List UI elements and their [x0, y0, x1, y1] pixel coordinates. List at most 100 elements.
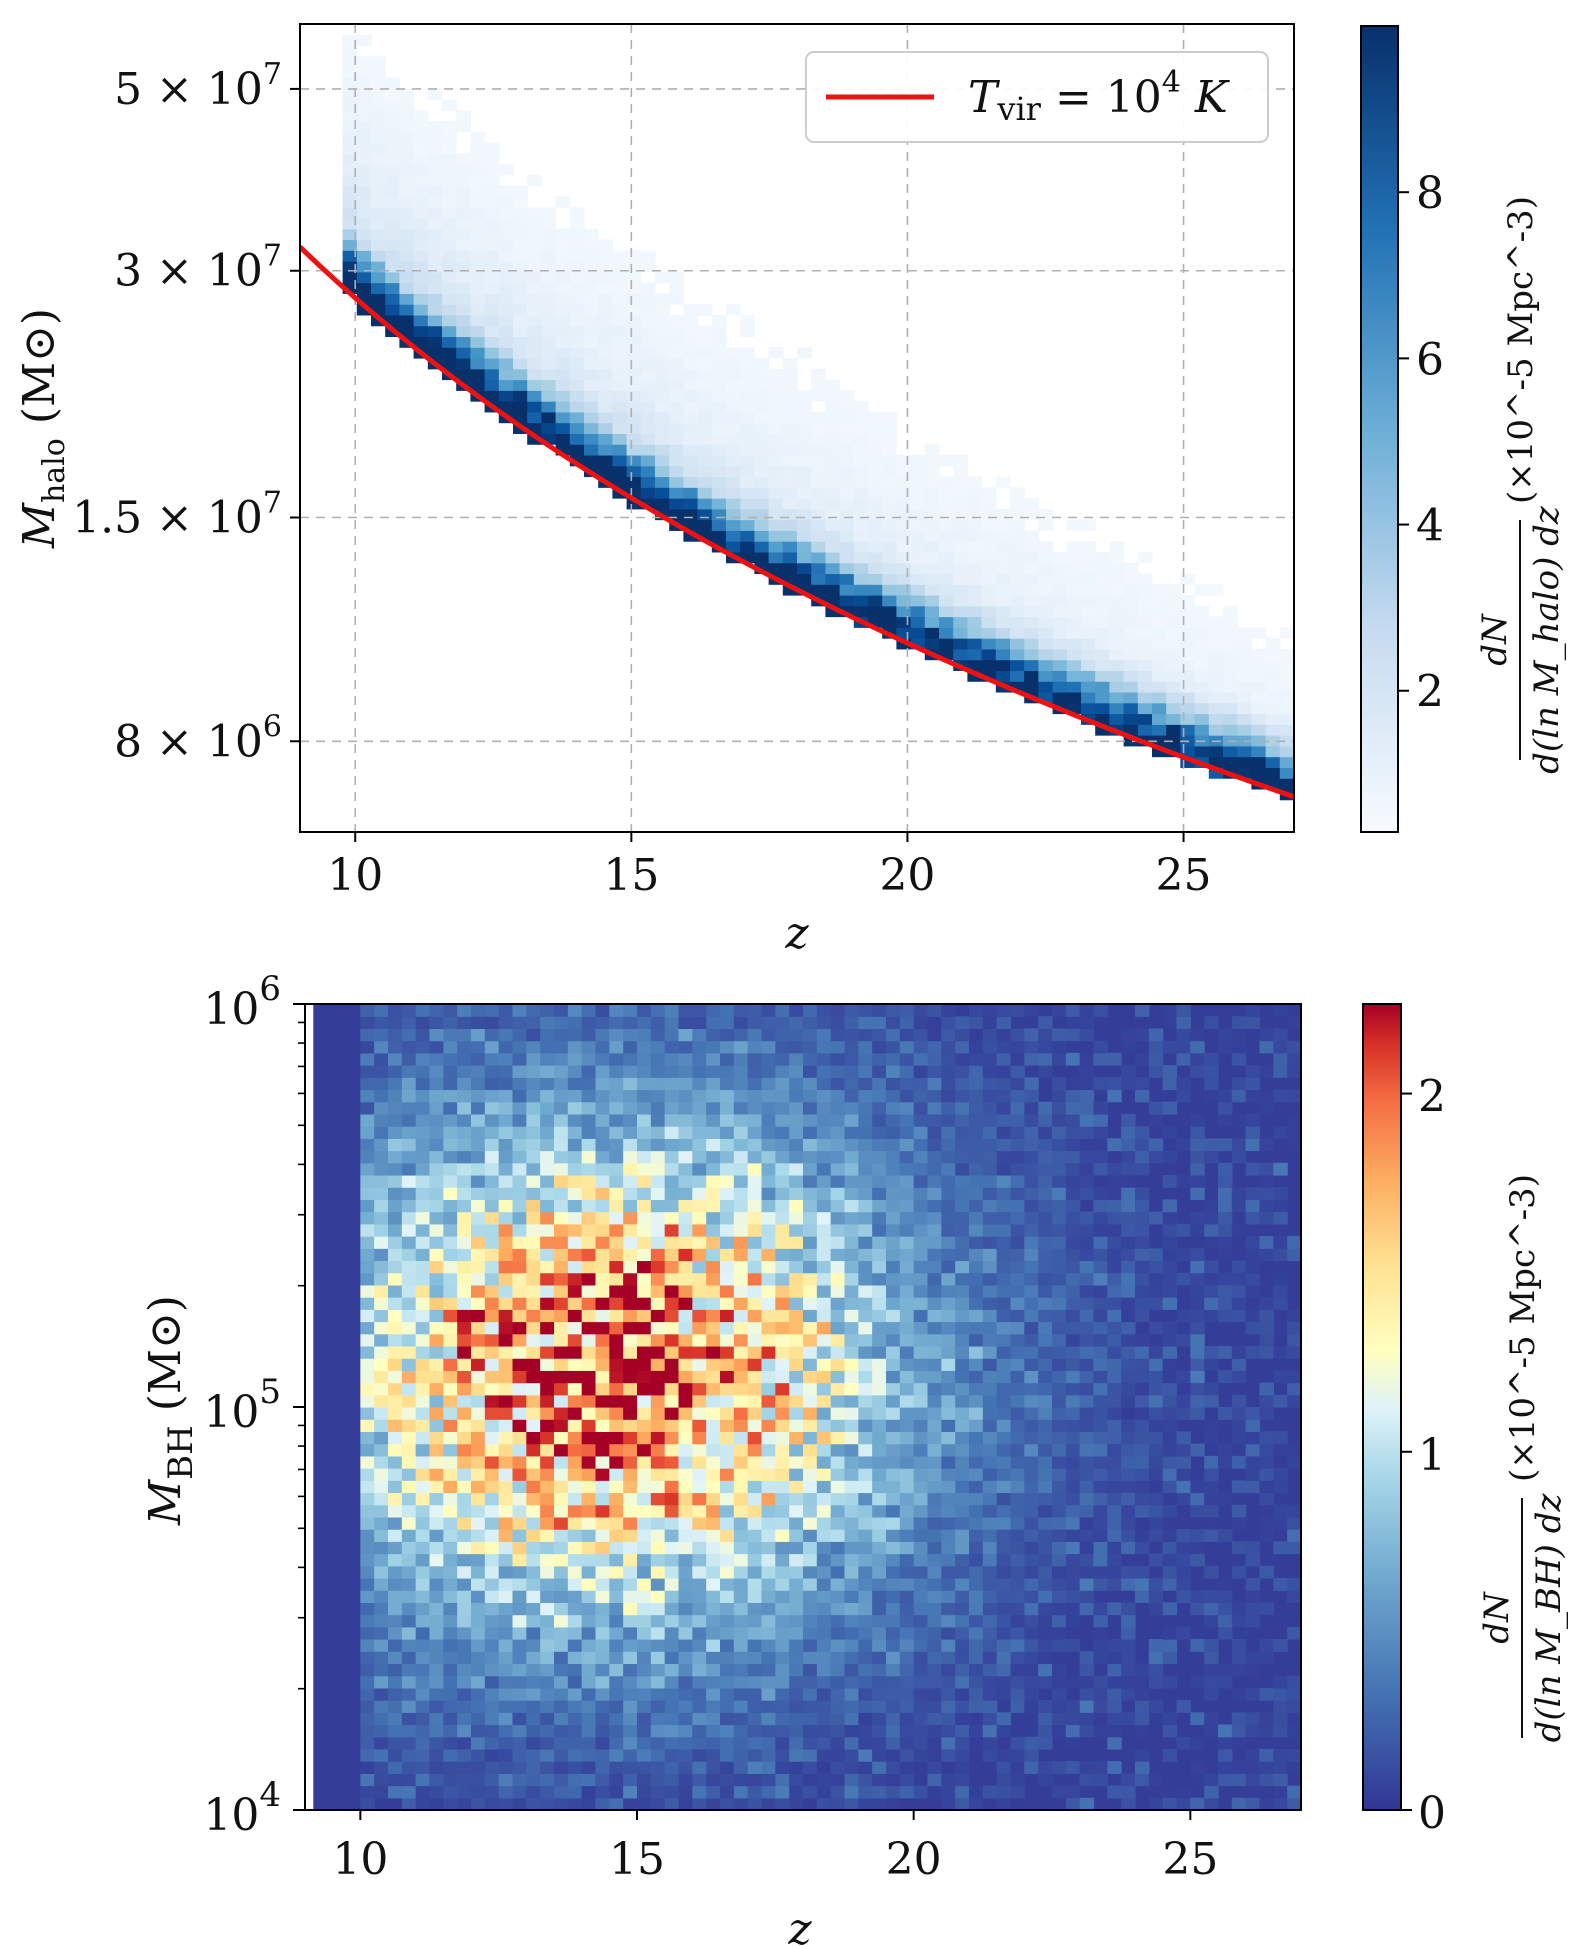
top-cell	[626, 498, 642, 510]
bottom-cell	[830, 1333, 846, 1347]
bottom-cell	[720, 1028, 735, 1042]
bottom-cell	[457, 1394, 472, 1408]
bottom-cell	[720, 1577, 735, 1591]
top-cell	[853, 401, 869, 413]
top-cell	[924, 562, 940, 575]
bottom-cell	[664, 1028, 680, 1042]
bottom-cell	[816, 1663, 832, 1677]
bottom-cell	[609, 1748, 624, 1762]
bottom-cell	[1121, 1797, 1136, 1810]
bottom-cell	[692, 1321, 707, 1335]
bottom-cell	[512, 1065, 527, 1078]
top-cell	[839, 530, 855, 542]
bottom-cell	[692, 1126, 707, 1139]
bottom-cell	[858, 1480, 873, 1494]
bottom-cell	[803, 1504, 818, 1518]
bottom-cell	[747, 1174, 763, 1188]
bottom-cell	[526, 1345, 541, 1359]
bottom-cell	[1107, 1480, 1122, 1494]
top-cell	[1237, 670, 1252, 682]
top-cell	[456, 347, 471, 359]
bottom-cell	[567, 1370, 583, 1384]
bottom-cell	[761, 1150, 776, 1164]
top-cell	[356, 99, 372, 111]
bottom-cell	[858, 1052, 873, 1066]
bottom-cell	[899, 1004, 915, 1017]
bottom-cell	[401, 1016, 417, 1030]
bottom-cell	[567, 1675, 583, 1689]
bottom-cell	[858, 1529, 873, 1542]
top-cell	[981, 573, 997, 585]
bottom-cell	[761, 1040, 776, 1054]
top-cell	[1095, 627, 1110, 639]
bottom-cell	[1010, 1077, 1025, 1091]
top-cell	[910, 487, 926, 499]
bottom-cell	[982, 1577, 998, 1591]
bottom-cell	[595, 1626, 610, 1640]
bottom-cell	[637, 1150, 652, 1164]
bottom-cell	[554, 1468, 569, 1481]
bottom-cell	[733, 1797, 749, 1810]
top-cell	[584, 336, 599, 348]
top-cell	[853, 411, 869, 424]
top-cell	[342, 185, 358, 197]
top-cell	[427, 271, 443, 284]
bottom-cell	[720, 1419, 735, 1433]
bottom-cell	[886, 1052, 901, 1066]
bottom-cell	[567, 1480, 583, 1494]
bottom-cell	[761, 1590, 776, 1603]
bottom-cell	[1107, 1639, 1122, 1652]
bottom-cell	[484, 1407, 500, 1420]
bottom-cell	[1121, 1773, 1136, 1787]
top-cell	[754, 368, 770, 381]
bottom-cell	[706, 1712, 721, 1726]
bottom-cell	[637, 1492, 652, 1506]
bottom-cell	[1024, 1468, 1039, 1481]
bottom-cell	[401, 1468, 417, 1481]
bottom-cell	[401, 1773, 417, 1787]
bottom-cell	[844, 1773, 859, 1787]
bottom-cell	[733, 1187, 749, 1200]
bottom-cell	[471, 1358, 486, 1371]
bottom-cell	[941, 1651, 956, 1665]
bottom-cell	[844, 1321, 859, 1335]
bottom-cell	[388, 1394, 403, 1408]
bottom-cell	[886, 1236, 901, 1249]
bottom-cell	[429, 1248, 444, 1262]
bottom-cell	[706, 1443, 721, 1457]
top-cell	[1180, 594, 1196, 607]
bottom-cell	[872, 1687, 887, 1701]
bottom-cell	[830, 1040, 846, 1054]
bottom-cell	[443, 1431, 458, 1445]
bottom-cell	[789, 1382, 804, 1396]
bottom-cell	[775, 1504, 790, 1518]
bottom-cell	[941, 1101, 956, 1115]
top-cell	[811, 476, 826, 488]
top-cell	[953, 627, 968, 639]
bottom-cell	[733, 1443, 749, 1457]
bottom-cell	[637, 1797, 652, 1810]
bottom-cell	[526, 1150, 541, 1164]
bottom-cell	[471, 1492, 486, 1506]
bottom-cell	[374, 1333, 389, 1347]
bottom-cell	[816, 1065, 832, 1078]
bottom-cell	[816, 1272, 832, 1286]
bottom-cell	[401, 1431, 417, 1445]
bottom-cell	[982, 1016, 998, 1030]
bottom-cell	[789, 1504, 804, 1518]
bottom-cell	[512, 1468, 527, 1481]
bottom-cell	[374, 1052, 389, 1066]
bottom-cell	[554, 1284, 569, 1298]
bottom-cell	[1107, 1260, 1122, 1274]
bottom-cell	[526, 1785, 541, 1799]
top-cell	[754, 411, 770, 424]
bottom-cell	[803, 1236, 818, 1249]
bottom-cell	[733, 1138, 749, 1152]
top-cell	[740, 390, 755, 402]
bottom-cell	[388, 1260, 403, 1274]
top-cell	[1066, 702, 1082, 715]
bottom-cell	[498, 1614, 514, 1628]
bottom-cell	[872, 1297, 887, 1310]
bottom-cell	[678, 1321, 693, 1335]
top-cell	[1024, 616, 1039, 628]
